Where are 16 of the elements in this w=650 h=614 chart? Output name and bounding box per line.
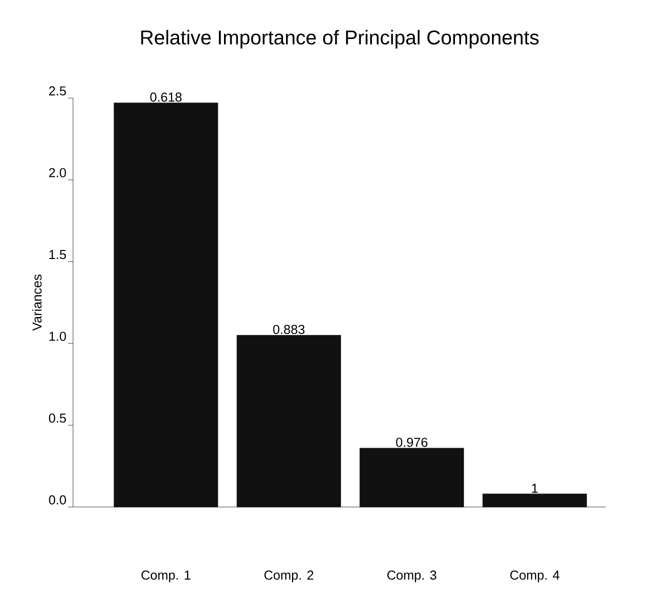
x-tick-label: Comp. 3 bbox=[387, 570, 436, 582]
annotation: 0.883 bbox=[273, 324, 304, 334]
y-tick-label: 1.5 bbox=[49, 250, 66, 260]
y-tick-label: 2.0 bbox=[49, 168, 66, 178]
y-tick-label: 0.5 bbox=[48, 414, 66, 423]
annotation: 0.976 bbox=[396, 438, 428, 447]
y-tick-label: 2.5 bbox=[49, 86, 66, 96]
chart-title: Relative Importance of Principal Components bbox=[141, 30, 539, 49]
y-tick-label: 1.0 bbox=[49, 332, 66, 341]
x-tick-label: Comp. 4 bbox=[510, 570, 560, 582]
y-axis-title: Variances bbox=[32, 274, 42, 331]
y-tick-label: 0.0 bbox=[48, 495, 66, 504]
annotation: 1 bbox=[532, 484, 538, 493]
x-tick-label: Comp. 1 bbox=[142, 570, 190, 582]
x-tick-label: Comp. 2 bbox=[264, 570, 314, 582]
annotation: 0.618 bbox=[150, 92, 182, 102]
